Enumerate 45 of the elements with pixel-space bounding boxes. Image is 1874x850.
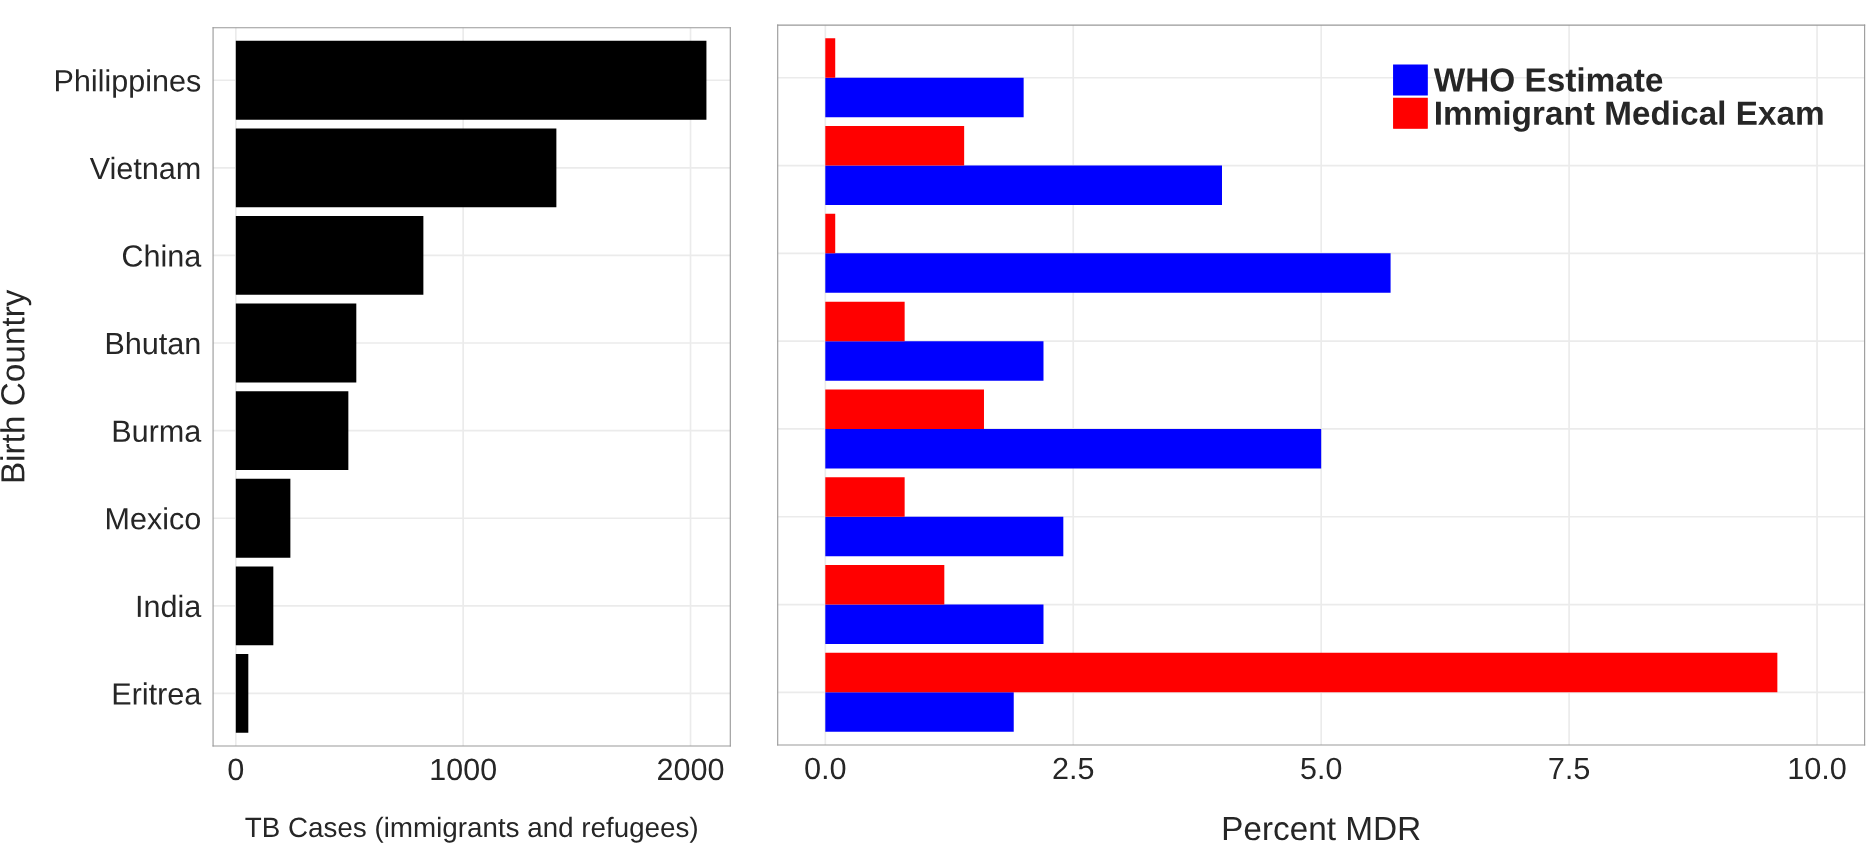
- x-axis-title: TB Cases (immigrants and refugees): [245, 816, 697, 843]
- x-tick-label: 2.5: [1053, 757, 1094, 780]
- y-tick-label: India: [137, 594, 202, 618]
- x-tick-label: 1000: [431, 758, 496, 781]
- bar: [235, 478, 291, 558]
- bar: [825, 389, 984, 429]
- bar: [825, 516, 1064, 557]
- legend-label: Immigrant Medical Exam: [1436, 100, 1823, 132]
- bar: [825, 692, 1014, 732]
- bar: [235, 128, 557, 208]
- bar: [825, 565, 945, 605]
- bar: [825, 165, 1222, 206]
- bar: [825, 428, 1322, 469]
- y-tick-label: Burma: [113, 420, 202, 442]
- bar: [825, 477, 905, 517]
- bar: [235, 653, 249, 733]
- bar: [825, 604, 1044, 645]
- x-axis-title: Percent MDR: [1223, 817, 1420, 841]
- bar: [825, 38, 836, 78]
- x-tick-label: 7.5: [1549, 757, 1590, 780]
- bar: [825, 77, 1024, 118]
- bar: [825, 213, 836, 254]
- y-axis-title: Birth Country: [0, 289, 32, 482]
- y-tick-label: Mexico: [106, 507, 200, 530]
- bar: [235, 566, 274, 646]
- x-tick-label: 10.0: [1789, 757, 1846, 780]
- x-tick-label: 0: [228, 758, 244, 781]
- bar: [825, 126, 965, 166]
- bar: [235, 303, 357, 383]
- bar: [825, 253, 1391, 293]
- y-tick-label: Vietnam: [89, 156, 200, 180]
- bar: [235, 216, 424, 295]
- bar: [825, 652, 1778, 693]
- x-tick-label: 5.0: [1301, 757, 1342, 780]
- y-tick-label: Bhutan: [106, 331, 200, 355]
- y-tick-label: Philippines: [56, 69, 201, 98]
- x-tick-label: 2000: [658, 758, 724, 781]
- y-tick-label: Eritrea: [113, 682, 202, 705]
- bar: [825, 341, 1044, 381]
- y-tick-label: China: [122, 244, 202, 267]
- bar: [235, 40, 707, 120]
- bar: [825, 301, 905, 342]
- legend-label: WHO Estimate: [1433, 67, 1663, 92]
- bar: [235, 391, 349, 471]
- x-tick-label: 0.0: [805, 757, 846, 780]
